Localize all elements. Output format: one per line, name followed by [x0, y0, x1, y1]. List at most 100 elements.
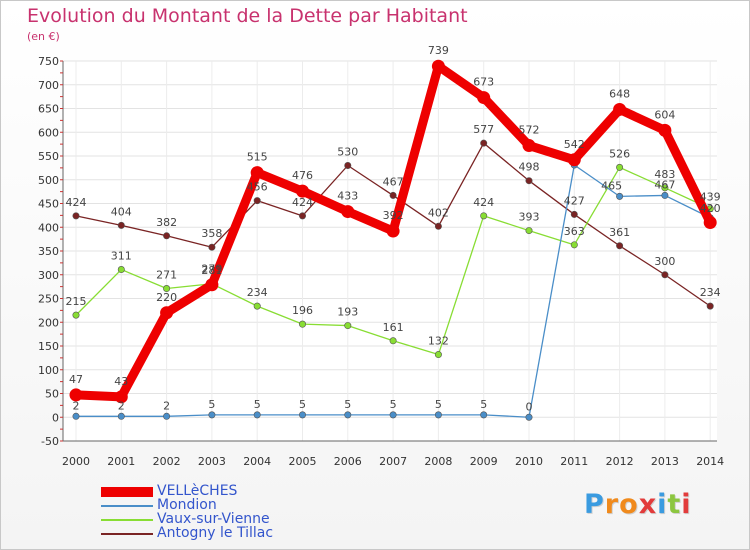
data-point — [703, 216, 717, 229]
x-tick-label: 2000 — [62, 455, 90, 468]
data-point — [480, 139, 488, 147]
data-label: 2 — [73, 399, 80, 412]
data-label: 2 — [118, 399, 125, 412]
data-label: 498 — [519, 161, 540, 174]
y-tick-label: 200 — [38, 316, 59, 329]
data-label: 358 — [201, 227, 222, 240]
x-tick-label: 2001 — [107, 455, 135, 468]
x-tick-label: 2006 — [334, 455, 362, 468]
y-tick-label: 500 — [38, 174, 59, 187]
data-point — [298, 320, 306, 328]
legend-swatch — [101, 487, 153, 497]
legend-swatch — [101, 505, 153, 507]
x-tick-label: 2004 — [243, 455, 271, 468]
x-tick-label: 2013 — [651, 455, 679, 468]
data-point — [253, 197, 261, 205]
data-point — [72, 412, 80, 420]
data-point — [616, 242, 624, 250]
data-label: 196 — [292, 304, 313, 317]
data-label: 577 — [473, 123, 494, 136]
y-tick-label: 600 — [38, 126, 59, 139]
data-label: 361 — [609, 226, 630, 239]
data-label: 483 — [654, 168, 675, 181]
x-tick-label: 2005 — [289, 455, 317, 468]
data-label: 234 — [247, 286, 268, 299]
data-point — [616, 163, 624, 171]
data-label: 648 — [609, 87, 630, 100]
data-label: 5 — [208, 398, 215, 411]
data-label: 5 — [390, 398, 397, 411]
data-point — [522, 139, 536, 153]
data-label: 604 — [654, 108, 675, 121]
legend-item: Vaux-sur-Vienne — [101, 511, 361, 527]
legend-label: VELLèCHES — [157, 483, 238, 499]
data-label: 161 — [383, 321, 404, 334]
data-label: 530 — [337, 146, 358, 159]
data-label: 542 — [564, 138, 585, 151]
legend-item: VELLèCHES — [101, 483, 361, 499]
data-point — [567, 153, 581, 167]
y-tick-label: 650 — [38, 103, 59, 116]
y-tick-label: 150 — [38, 340, 59, 353]
data-label: 234 — [700, 286, 721, 299]
data-point — [344, 411, 352, 419]
data-point — [386, 224, 400, 238]
data-point — [434, 411, 442, 419]
data-point — [208, 243, 216, 251]
data-label: 271 — [156, 269, 177, 282]
data-point — [431, 59, 445, 73]
x-tick-label: 2011 — [560, 455, 588, 468]
data-label: 279 — [201, 263, 222, 276]
data-label: 424 — [292, 196, 313, 209]
legend-label: Antogny le Tillac — [157, 525, 274, 541]
data-label: 220 — [156, 291, 177, 304]
data-point — [389, 411, 397, 419]
axes: -500501001502002503003504004505005506006… — [38, 55, 724, 468]
data-label: 43 — [114, 375, 128, 388]
x-tick-label: 2008 — [424, 455, 452, 468]
data-point — [389, 191, 397, 199]
data-point — [434, 222, 442, 230]
data-label: 5 — [480, 398, 487, 411]
data-point — [250, 166, 264, 180]
data-point — [570, 241, 578, 249]
y-tick-label: 250 — [38, 293, 59, 306]
data-point — [114, 390, 128, 404]
x-tick-label: 2002 — [153, 455, 181, 468]
data-point — [658, 123, 672, 137]
data-point — [117, 412, 125, 420]
x-tick-label: 2012 — [606, 455, 634, 468]
data-label: 476 — [292, 169, 313, 182]
data-label: 465 — [601, 179, 622, 192]
data-label: 393 — [519, 211, 540, 224]
data-label: 5 — [299, 398, 306, 411]
data-point — [525, 227, 533, 235]
legend-item: Antogny le Tillac — [101, 525, 361, 541]
y-tick-label: 350 — [38, 245, 59, 258]
data-label: 526 — [609, 147, 630, 160]
data-label: 2 — [163, 399, 170, 412]
data-point — [160, 306, 174, 320]
data-label: 467 — [654, 178, 675, 191]
data-point — [163, 232, 171, 240]
y-tick-label: 700 — [38, 79, 59, 92]
data-point — [661, 191, 669, 199]
legend: VELLèCHES Mondion Vaux-sur-Vienne Antogny l… — [101, 483, 361, 541]
data-label: 363 — [564, 225, 585, 238]
data-label: 433 — [337, 190, 358, 203]
data-point — [616, 192, 624, 200]
x-tick-label: 2007 — [379, 455, 407, 468]
data-point — [344, 322, 352, 330]
data-point — [253, 302, 261, 310]
data-point — [477, 91, 491, 105]
data-point — [525, 413, 533, 421]
data-label: 392 — [383, 209, 404, 222]
y-tick-label: 300 — [38, 269, 59, 282]
y-tick-label: 550 — [38, 150, 59, 163]
series-layer — [69, 59, 717, 421]
data-label: 311 — [111, 250, 132, 263]
data-point — [341, 205, 355, 219]
y-tick-label: 100 — [38, 364, 59, 377]
